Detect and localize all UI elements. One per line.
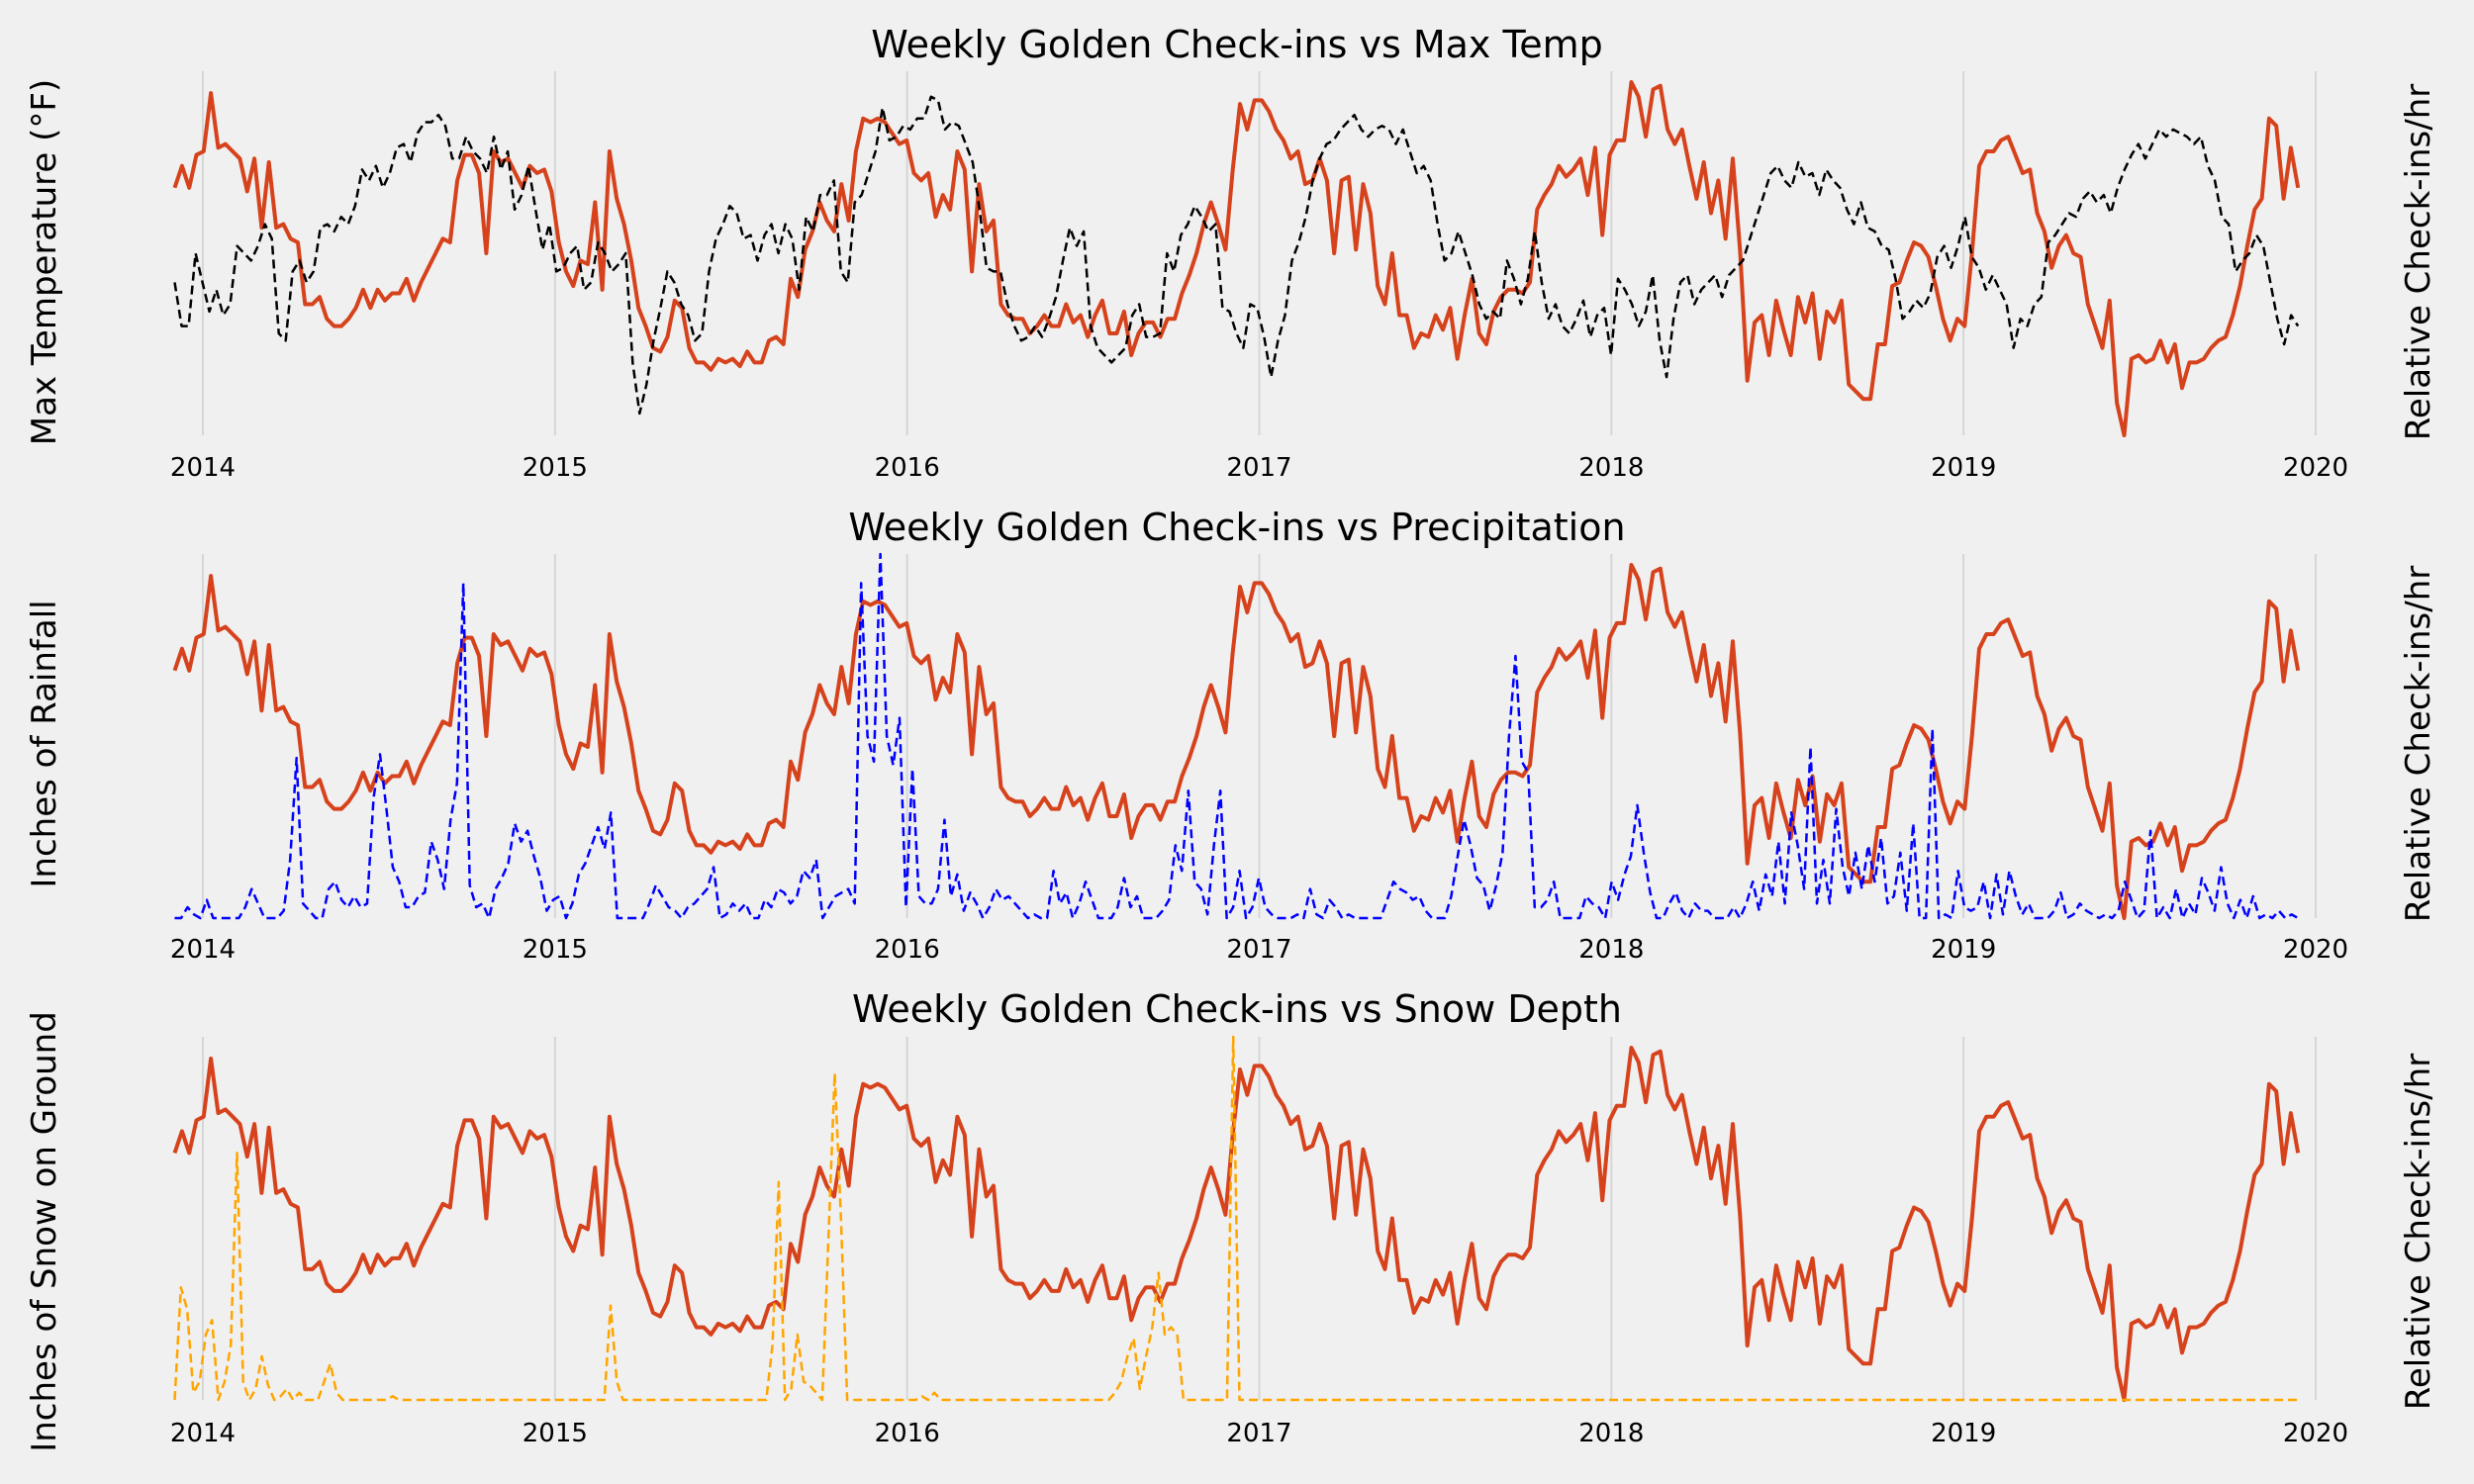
panel-title: Weekly Golden Check-ins vs Snow Depth [852,987,1622,1031]
x-tick-label: 2017 [1226,453,1291,483]
x-tick-label: 2015 [523,453,588,483]
x-tick-label: 2015 [523,1419,588,1448]
series-line-checkins [172,1046,2301,1402]
x-tick-label: 2016 [875,453,940,483]
plot-lines [172,552,2301,920]
x-tick-label: 2016 [875,1419,940,1448]
x-tick-label: 2014 [170,1419,236,1448]
x-tick-label: 2018 [1578,935,1644,965]
y-axis-label-left: Inches of Rainfall [25,600,64,887]
x-grid [202,554,2317,918]
x-tick-labels: 2014 2015 2016 2017 2018 2019 2020 [170,453,2348,483]
x-tick-labels: 2014 2015 2016 2017 2018 2019 2020 [170,1419,2348,1448]
plot-lines [172,80,2301,437]
x-tick-label: 2014 [170,935,236,965]
x-grid [202,1037,2317,1400]
panel-snow-depth: Weekly Golden Check-ins vs Snow Depth In… [25,987,2438,1452]
x-tick-label: 2019 [1931,935,1996,965]
series-line-maxtemp [173,95,2300,416]
panel-precipitation: Weekly Golden Check-ins vs Precipitation… [25,506,2438,965]
y-axis-label-right: Relative Check-ins/hr [2399,84,2438,440]
y-axis-label-right: Relative Check-ins/hr [2399,1054,2438,1410]
x-tick-label: 2020 [2283,1419,2348,1448]
panel-title: Weekly Golden Check-ins vs Precipitation [848,506,1625,549]
x-tick-label: 2020 [2283,935,2348,965]
x-tick-labels: 2014 2015 2016 2017 2018 2019 2020 [170,935,2348,965]
x-tick-label: 2018 [1578,453,1644,483]
panel-max-temp: Weekly Golden Check-ins vs Max Temp Max … [25,23,2438,483]
x-tick-label: 2014 [170,453,236,483]
x-tick-label: 2015 [523,935,588,965]
series-line-snow [173,1035,2299,1402]
series-line-checkins [172,80,2301,437]
series-line-precip [174,552,2299,920]
panel-title: Weekly Golden Check-ins vs Max Temp [871,23,1603,66]
y-axis-label-left: Max Temperature (°F) [25,79,64,445]
y-axis-label-left: Inches of Snow on Ground [25,1011,64,1452]
x-tick-label: 2019 [1931,1419,1996,1448]
x-tick-label: 2017 [1226,1419,1291,1448]
x-tick-label: 2019 [1931,453,1996,483]
x-grid [202,71,2317,435]
y-axis-label-right: Relative Check-ins/hr [2399,566,2438,922]
series-line-checkins [172,563,2301,920]
plot-lines [172,1035,2301,1402]
x-tick-label: 2017 [1226,935,1291,965]
x-tick-label: 2020 [2283,453,2348,483]
x-tick-label: 2016 [875,935,940,965]
x-tick-label: 2018 [1578,1419,1644,1448]
